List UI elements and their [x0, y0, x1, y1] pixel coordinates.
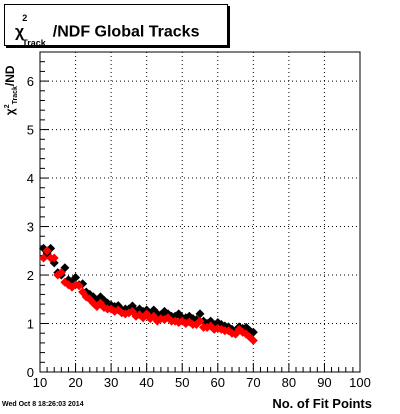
- y-tick-label: 3: [27, 220, 34, 235]
- y-tick-label: 2: [27, 268, 34, 283]
- x-tick-label: 20: [68, 375, 82, 390]
- y-tick-label: 4: [27, 171, 34, 186]
- data-point-series-2: [74, 281, 84, 291]
- x-axis-label: No. of Fit Points: [272, 396, 372, 411]
- x-tick-label: 30: [104, 375, 118, 390]
- chart-title: χ2Track/NDF Global Tracks: [15, 13, 200, 48]
- x-tick-label: 10: [33, 375, 47, 390]
- chart-title-box: χ2Track/NDF Global Tracks: [4, 4, 228, 48]
- data-point-series-2: [56, 268, 66, 278]
- y-tick-label: 1: [27, 317, 34, 332]
- y-tick-label: 6: [27, 74, 34, 89]
- y-tick-label: 0: [27, 365, 34, 380]
- data-point-series-2: [195, 316, 205, 326]
- data-point-series-2: [42, 246, 52, 256]
- x-tick-label: 90: [317, 375, 331, 390]
- data-point-series-2: [248, 335, 258, 345]
- x-tick-label: 60: [211, 375, 225, 390]
- timestamp: Wed Oct 8 18:26:03 2014: [2, 401, 84, 408]
- y-tick-label: 5: [27, 123, 34, 138]
- x-tick-label: 50: [175, 375, 189, 390]
- x-tick-label: 70: [246, 375, 260, 390]
- data-point-series-1: [71, 272, 81, 282]
- data-point-series-1: [195, 309, 205, 319]
- data-point-series-2: [49, 253, 59, 263]
- data-point-series-2: [39, 253, 49, 263]
- x-tick-label: 40: [139, 375, 153, 390]
- x-tick-label: 100: [349, 375, 371, 390]
- x-tick-label: 80: [282, 375, 296, 390]
- y-axis-label: χ2Track/ND: [2, 65, 20, 116]
